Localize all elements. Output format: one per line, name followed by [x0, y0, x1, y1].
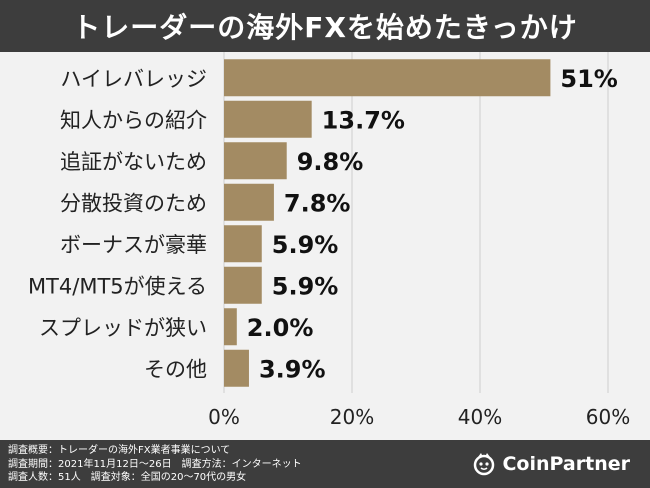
bar-0 — [224, 59, 551, 97]
bar-1 — [224, 100, 312, 138]
page-title: トレーダーの海外FXを始めたきっかけ — [72, 11, 578, 44]
bar-6 — [224, 308, 237, 346]
category-label-3: 分散投資のため — [60, 191, 207, 215]
category-label-6: スプレッドが狭い — [39, 316, 207, 340]
bar-3 — [224, 183, 274, 221]
x-tick-label-0: 0% — [208, 405, 240, 429]
survey-note-overview: 調査概要：トレーダーの海外FX業者事業について — [8, 445, 231, 456]
bar-7 — [224, 349, 249, 387]
survey-note-period: 調査期間：2021年11月12日～26日 調査方法：インターネット — [8, 458, 302, 470]
value-label-3: 7.8% — [284, 189, 351, 217]
category-label-2: 追証がないため — [60, 150, 207, 174]
footer: 調査概要：トレーダーの海外FX業者事業について 調査期間：2021年11月12日… — [0, 440, 650, 488]
category-label-7: その他 — [144, 357, 207, 381]
value-label-5: 5.9% — [272, 272, 339, 300]
bar-2 — [224, 142, 287, 180]
bar-4 — [224, 225, 262, 263]
bar-chart: ハイレバレッジ 51% 知人からの紹介 13.7% 追証がないため 9.8% 分散投資のため… — [28, 52, 630, 429]
brand: CoinPartner — [472, 450, 630, 478]
category-label-0: ハイレバレッジ — [60, 67, 207, 91]
x-tick-label-3: 60% — [586, 405, 630, 429]
category-label-1: 知人からの紹介 — [60, 108, 207, 132]
value-label-0: 51% — [560, 65, 617, 93]
value-label-1: 13.7% — [322, 106, 405, 134]
brand-name: CoinPartner — [502, 453, 630, 475]
survey-note-sample: 調査人数：51人 調査対象：全国の20～70代の男女 — [8, 472, 247, 483]
value-label-2: 9.8% — [297, 148, 364, 176]
coinpartner-logo-icon — [474, 453, 495, 476]
category-label-4: ボーナスが豪華 — [60, 233, 207, 257]
value-label-4: 5.9% — [272, 231, 339, 259]
x-tick-label-2: 40% — [458, 405, 502, 429]
value-label-7: 3.9% — [259, 355, 326, 383]
header: トレーダーの海外FXを始めたきっかけ — [0, 0, 650, 52]
survey-notes: 調査概要：トレーダーの海外FX業者事業について 調査期間：2021年11月12日… — [8, 444, 302, 485]
value-label-6: 2.0% — [247, 314, 314, 342]
category-label-5: MT4/MT5が使える — [28, 274, 207, 298]
bar-5 — [224, 266, 262, 304]
x-tick-label-1: 20% — [330, 405, 374, 429]
